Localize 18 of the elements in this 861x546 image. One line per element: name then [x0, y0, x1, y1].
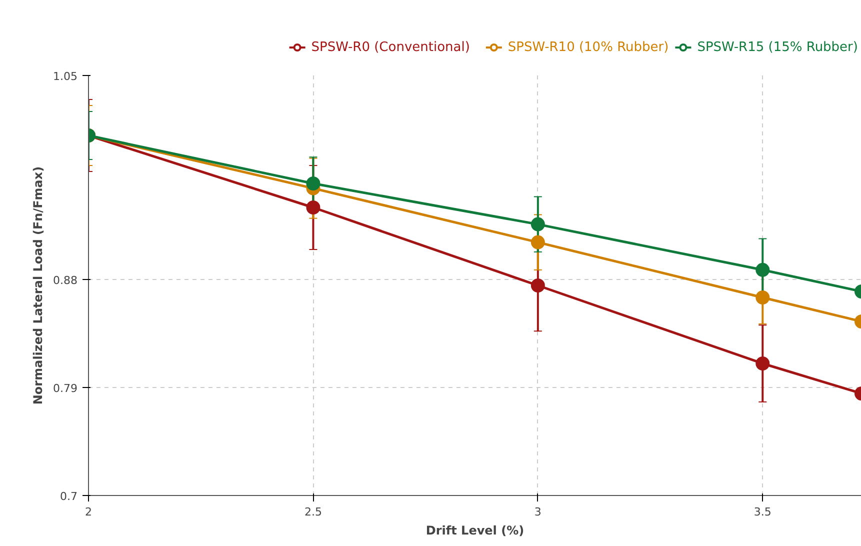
- point: [530, 217, 545, 232]
- x-tick-label: 2.5: [304, 506, 322, 518]
- y-tick-label: 0.7: [60, 490, 78, 503]
- x-tick-label: 3.5: [754, 506, 772, 518]
- y-axis-title: Normalized Lateral Load (Fn/Fmax): [31, 166, 46, 405]
- point: [530, 235, 545, 250]
- x-axis-title: Drift Level (%): [426, 524, 524, 538]
- point: [306, 176, 320, 190]
- y-tick-label: 0.79: [53, 382, 78, 395]
- legend-label: SPSW-R10 (10% Rubber): [508, 40, 669, 55]
- y-tick-label: 1.05: [53, 70, 78, 83]
- x-tick-label: 3: [534, 506, 542, 518]
- point: [530, 278, 545, 292]
- y-tick-label: 0.88: [53, 274, 78, 287]
- legend-label: SPSW-R0 (Conventional): [311, 40, 470, 55]
- point: [306, 200, 320, 214]
- x-tick-label: 2: [85, 506, 92, 518]
- legend-label: SPSW-R15 (15% Rubber): [697, 40, 858, 55]
